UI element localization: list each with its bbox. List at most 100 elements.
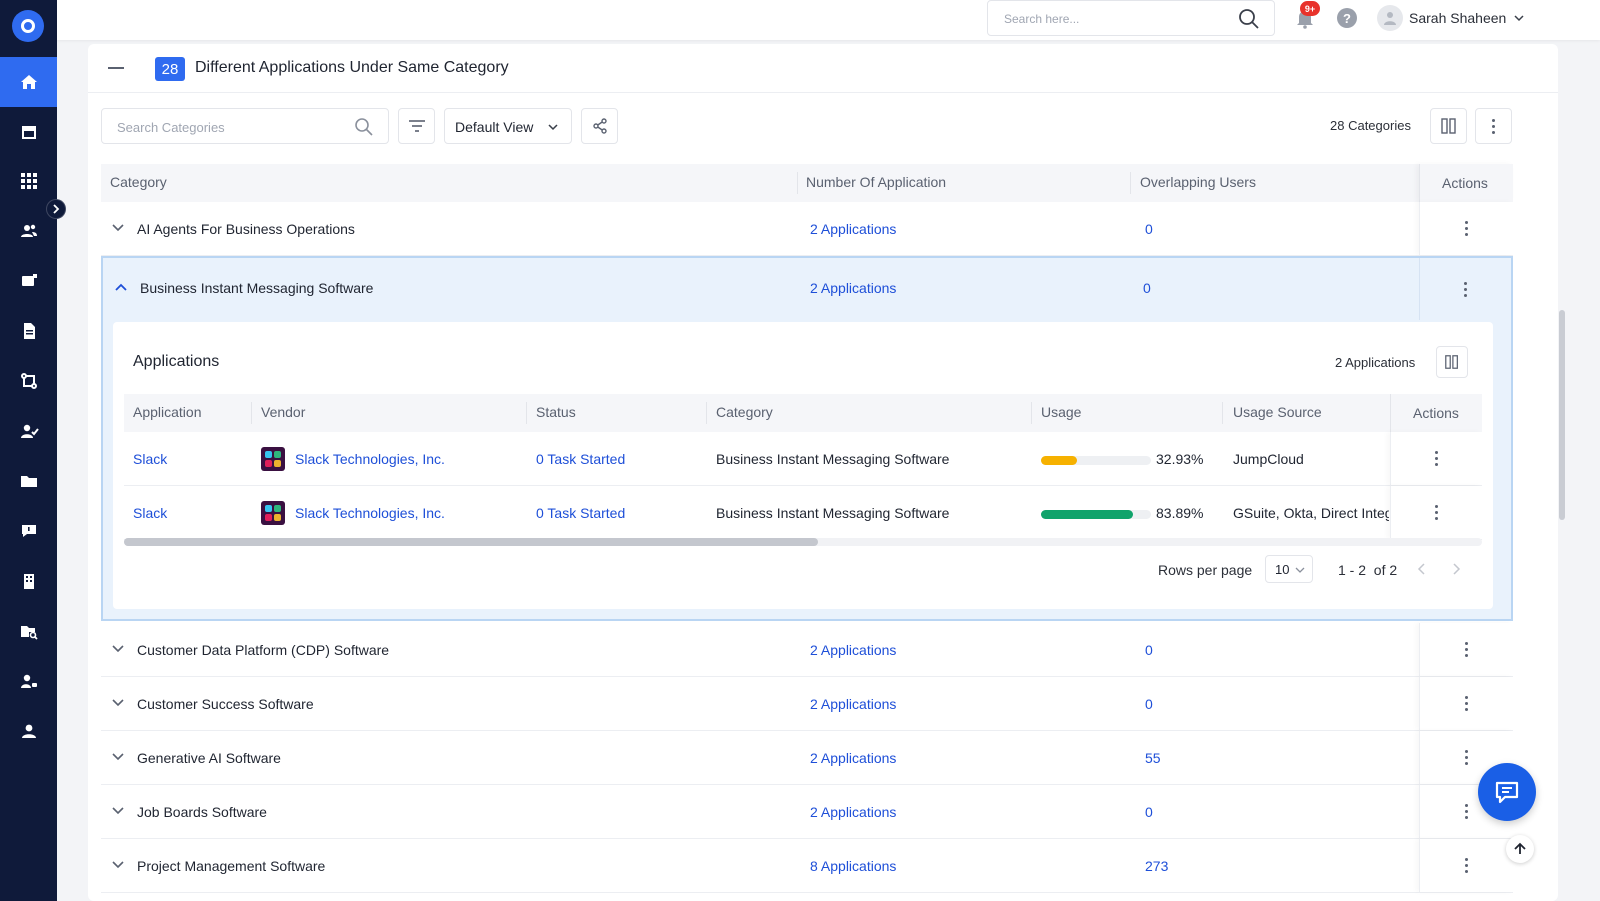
applications-panel: Applications 2 Applications Application … (113, 322, 1493, 609)
sidebar-item-folders[interactable] (0, 456, 57, 506)
chevron-down-icon[interactable] (111, 804, 125, 818)
sidebar-item-workflows[interactable] (0, 356, 57, 406)
overlapping-users-link[interactable]: 0 (1145, 696, 1153, 712)
avatar[interactable] (1377, 5, 1403, 31)
sidebar-item-access[interactable] (0, 406, 57, 456)
sidebar-item-discovery[interactable] (0, 606, 57, 656)
applications-count-link[interactable]: 2 Applications (810, 696, 897, 712)
global-search-input[interactable]: Search here... (987, 0, 1275, 36)
search-icon[interactable] (354, 117, 374, 137)
applications-count-link[interactable]: 2 Applications (810, 221, 897, 237)
scroll-to-top-button[interactable] (1506, 835, 1534, 863)
chevron-down-icon[interactable] (111, 221, 125, 235)
sidebar-item-contracts[interactable] (0, 256, 57, 306)
sidebar-item-documents[interactable] (0, 306, 57, 356)
overlapping-users-link[interactable]: 0 (1145, 642, 1153, 658)
application-link[interactable]: Slack (133, 451, 168, 467)
status-link[interactable]: 0 Task Started (536, 505, 626, 521)
collapse-section-button[interactable] (108, 67, 124, 69)
pagination-range-value: 1 - 2 (1338, 562, 1367, 578)
sidebar-item-profile[interactable] (0, 706, 57, 756)
next-page-button[interactable] (1443, 556, 1469, 582)
column-header-application[interactable]: Application (133, 404, 202, 420)
table-row[interactable]: Slack Slack Technologies, Inc. 0 Task St… (124, 486, 1482, 540)
table-row[interactable]: Business Instant Messaging Software 2 Ap… (103, 258, 1511, 320)
column-header-usage[interactable]: Usage (1041, 404, 1082, 420)
more-options-button[interactable] (1475, 108, 1512, 144)
share-button[interactable] (581, 108, 618, 144)
sidebar-item-apps[interactable] (0, 156, 57, 206)
usage-bar (1041, 456, 1151, 465)
column-header-vendor[interactable]: Vendor (261, 404, 306, 420)
app-logo[interactable] (12, 10, 44, 42)
sidebar-item-vendors[interactable] (0, 556, 57, 606)
applications-column-settings-button[interactable] (1436, 346, 1468, 378)
help-icon[interactable]: ? (1337, 8, 1357, 28)
table-row[interactable]: Customer Success Software 2 Applications… (101, 677, 1513, 731)
sidebar-item-users[interactable] (0, 206, 57, 256)
more-vertical-icon (1465, 221, 1468, 236)
previous-page-button[interactable] (1409, 556, 1435, 582)
row-actions-button[interactable] (1390, 486, 1482, 539)
applications-count-link[interactable]: 2 Applications (810, 280, 897, 296)
view-selector-label: Default View (455, 119, 534, 135)
horizontal-scrollbar[interactable] (124, 538, 1482, 546)
column-header-overlapping-users[interactable]: Overlapping Users (1140, 174, 1256, 190)
overlapping-users-link[interactable]: 0 (1145, 804, 1153, 820)
filter-button[interactable] (398, 108, 435, 144)
sidebar-expand-toggle[interactable] (46, 199, 66, 219)
vendor-link[interactable]: Slack Technologies, Inc. (295, 505, 445, 521)
table-row[interactable]: AI Agents For Business Operations 2 Appl… (101, 202, 1513, 256)
chevron-down-icon[interactable] (1513, 12, 1525, 24)
vendor-link[interactable]: Slack Technologies, Inc. (295, 451, 445, 467)
chevron-down-icon[interactable] (111, 858, 125, 872)
row-actions-button[interactable] (1419, 202, 1513, 255)
application-link[interactable]: Slack (133, 505, 168, 521)
table-row[interactable]: Slack Slack Technologies, Inc. 0 Task St… (124, 432, 1482, 486)
table-row[interactable]: Customer Data Platform (CDP) Software 2 … (101, 623, 1513, 677)
table-row[interactable]: Job Boards Software 2 Applications 0 (101, 785, 1513, 839)
view-selector[interactable]: Default View (444, 108, 572, 144)
workflow-icon (20, 373, 37, 389)
chat-support-button[interactable] (1478, 763, 1536, 821)
sidebar-item-user-settings[interactable] (0, 656, 57, 706)
column-header-usage-source[interactable]: Usage Source (1233, 404, 1322, 420)
page-scrollbar-thumb[interactable] (1559, 310, 1565, 520)
table-row[interactable]: Generative AI Software 2 Applications 55 (101, 731, 1513, 785)
user-name[interactable]: Sarah Shaheen (1409, 10, 1507, 26)
section-title: Different Applications Under Same Catego… (195, 59, 509, 76)
applications-count-link[interactable]: 2 Applications (810, 750, 897, 766)
row-actions-button[interactable] (1419, 839, 1513, 892)
home-icon (20, 75, 37, 89)
column-header-category[interactable]: Category (110, 174, 167, 190)
row-actions-button[interactable] (1419, 258, 1511, 320)
chevron-up-icon[interactable] (114, 280, 128, 294)
row-actions-button[interactable] (1419, 677, 1513, 730)
chevron-down-icon[interactable] (111, 696, 125, 710)
more-vertical-icon (1465, 804, 1468, 819)
applications-count-link[interactable]: 8 Applications (810, 858, 897, 874)
applications-count-link[interactable]: 2 Applications (810, 804, 897, 820)
row-actions-button[interactable] (1390, 432, 1482, 485)
sidebar-item-home[interactable] (0, 57, 57, 107)
sidebar-item-feedback[interactable] (0, 506, 57, 556)
category-search-input[interactable]: Search Categories (101, 108, 389, 144)
column-header-category[interactable]: Category (716, 404, 773, 420)
row-actions-button[interactable] (1419, 623, 1513, 676)
overlapping-users-link[interactable]: 0 (1145, 221, 1153, 237)
chevron-down-icon[interactable] (111, 642, 125, 656)
table-row[interactable]: Project Management Software 8 Applicatio… (101, 839, 1513, 893)
applications-count-link[interactable]: 2 Applications (810, 642, 897, 658)
search-icon[interactable] (1238, 8, 1260, 30)
overlapping-users-link[interactable]: 273 (1145, 858, 1169, 874)
overlapping-users-link[interactable]: 0 (1143, 280, 1151, 296)
scrollbar-thumb[interactable] (124, 538, 818, 546)
sidebar-item-store[interactable] (0, 107, 57, 157)
chevron-down-icon[interactable] (111, 750, 125, 764)
rows-per-page-select[interactable]: 10 (1265, 555, 1313, 583)
column-settings-button[interactable] (1430, 108, 1467, 144)
column-header-status[interactable]: Status (536, 404, 576, 420)
column-header-number-of-application[interactable]: Number Of Application (806, 174, 947, 190)
overlapping-users-link[interactable]: 55 (1145, 750, 1161, 766)
status-link[interactable]: 0 Task Started (536, 451, 626, 467)
